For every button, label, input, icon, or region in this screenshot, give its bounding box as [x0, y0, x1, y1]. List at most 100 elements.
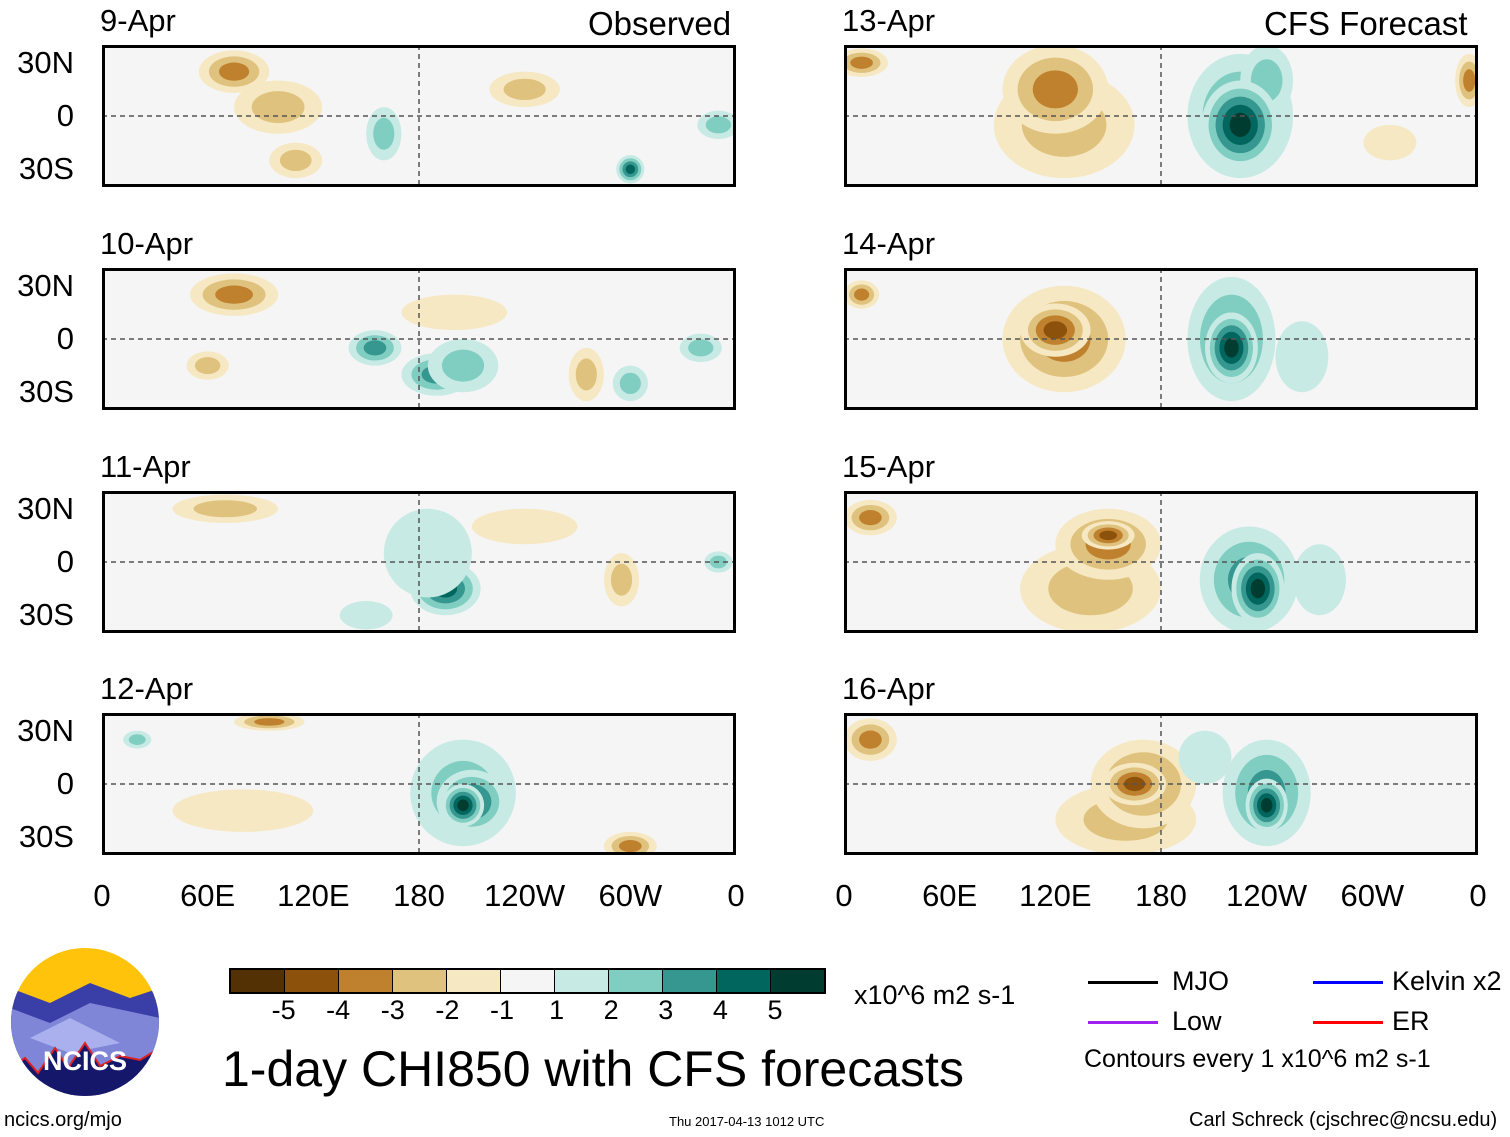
colorbar-swatch: [555, 970, 609, 992]
panel-date: 10-Apr: [100, 226, 194, 261]
lat-tick-label: 30S: [18, 597, 74, 633]
er-line: [1313, 1021, 1383, 1024]
wet-anomaly-contour: [1250, 578, 1266, 599]
dry-anomaly-contour: [194, 357, 221, 375]
dry-anomaly-contour: [279, 149, 312, 172]
mjo-line: [1088, 981, 1158, 984]
colorbar-swatch: [339, 970, 393, 992]
colorbar-units: x10^6 m2 s-1: [854, 980, 1016, 1010]
colorbar-label: -2: [435, 995, 460, 1025]
lat-tick-label: 30S: [18, 374, 74, 410]
wet-anomaly-contour: [383, 508, 472, 598]
colorbar-swatch: [717, 970, 771, 992]
forecast-header: CFS Forecast: [1264, 5, 1468, 42]
dry-anomaly-contour: [859, 730, 882, 749]
logo-text: NCICS: [43, 1046, 127, 1076]
map-panel: [102, 491, 736, 633]
map-panel: [844, 713, 1478, 855]
dry-anomaly-contour: [850, 56, 873, 69]
lon-tick-label: 60E: [922, 878, 978, 913]
map-panel: [102, 45, 736, 187]
dry-anomaly-contour: [1463, 69, 1476, 92]
footer-timestamp: Thu 2017-04-13 1012 UTC: [669, 1114, 825, 1129]
lon-tick-label: 180: [1135, 878, 1187, 913]
wet-anomaly-contour: [339, 601, 393, 630]
dry-anomaly-contour: [254, 718, 285, 726]
colorbar-label: 1: [549, 995, 565, 1025]
lon-tick-label: 60E: [180, 878, 236, 913]
legend-low: Low: [1172, 1006, 1222, 1036]
dry-anomaly-contour: [172, 789, 314, 832]
lat-tick-label: 0: [56, 544, 74, 579]
lat-tick-label: 0: [56, 321, 74, 356]
lon-tick-label: 0: [727, 878, 745, 913]
panel-date: 14-Apr: [842, 226, 936, 261]
lon-tick-label: 60W: [598, 878, 663, 913]
colorbar-label: -1: [489, 995, 515, 1025]
dry-anomaly-contour: [251, 91, 305, 124]
colorbar-label: -3: [380, 995, 405, 1025]
lon-tick-label: 180: [393, 878, 445, 913]
panel-frame: [102, 45, 736, 187]
dry-anomaly-contour: [1363, 124, 1417, 161]
map-panel: [102, 268, 736, 410]
wet-anomaly-contour: [1178, 730, 1232, 784]
dry-anomaly-contour: [1043, 321, 1068, 339]
colorbar-swatch: [231, 970, 285, 992]
lon-tick-label: 0: [1469, 878, 1487, 913]
lat-tick-label: 30N: [17, 490, 74, 526]
kelvin-line: [1313, 981, 1383, 984]
footer-url[interactable]: ncics.org/mjo: [4, 1109, 122, 1131]
lat-tick-label: 30N: [17, 267, 74, 303]
dry-anomaly-contour: [854, 288, 870, 301]
wet-anomaly-contour: [1293, 544, 1346, 616]
wet-anomaly-contour: [1229, 112, 1251, 137]
wet-anomaly-contour: [441, 349, 485, 382]
panel-date: 13-Apr: [842, 3, 936, 38]
colorbar: [229, 968, 826, 994]
panel-frame: [844, 268, 1478, 410]
colorbar-swatch: [447, 970, 501, 992]
map-panel: [844, 268, 1478, 410]
contour-note: Contours every 1 x10^6 m2 s-1: [1084, 1045, 1431, 1073]
lat-tick-label: 30S: [18, 151, 74, 187]
wet-anomaly-contour: [457, 799, 469, 812]
dry-anomaly-contour: [471, 508, 578, 545]
colorbar-label: 2: [603, 995, 619, 1025]
lat-tick-label: 30N: [17, 44, 74, 80]
panel-frame: [844, 45, 1478, 187]
wet-anomaly-contour: [688, 339, 714, 357]
panel-frame: [102, 491, 736, 633]
wet-anomaly-contour: [705, 116, 732, 134]
panel-date: 9-Apr: [100, 3, 176, 38]
panel-date: 15-Apr: [842, 449, 936, 484]
dry-anomaly-contour: [1099, 530, 1117, 541]
dry-anomaly-contour: [503, 78, 546, 101]
lon-tick-label: 0: [93, 878, 111, 913]
wet-anomaly-contour: [1260, 798, 1273, 813]
wet-anomaly-contour: [1275, 321, 1329, 393]
colorbar-label: -5: [271, 995, 296, 1025]
panel-frame: [102, 713, 736, 855]
colorbar-swatch: [771, 970, 824, 992]
colorbar-swatch: [285, 970, 339, 992]
dry-anomaly-contour: [218, 62, 250, 81]
legend-er: ER: [1392, 1006, 1430, 1036]
dry-anomaly-contour: [215, 285, 253, 304]
wet-anomaly-contour: [128, 734, 146, 745]
wet-anomaly-contour: [373, 117, 395, 150]
colorbar-label: 3: [658, 995, 674, 1025]
lon-tick-label: 0: [835, 878, 853, 913]
dry-anomaly-contour: [1032, 70, 1078, 109]
observed-header: Observed: [588, 5, 732, 42]
ncics-logo: NCICS: [11, 948, 159, 1096]
dry-anomaly-contour: [193, 500, 257, 518]
map-panel: [844, 491, 1478, 633]
lat-tick-label: 0: [56, 98, 74, 133]
colorbar-label: -4: [326, 995, 351, 1025]
dry-anomaly-contour: [610, 563, 633, 596]
panel-date: 16-Apr: [842, 671, 936, 706]
legend-kelvin: Kelvin x2: [1392, 966, 1502, 996]
panel-date: 11-Apr: [100, 449, 191, 484]
